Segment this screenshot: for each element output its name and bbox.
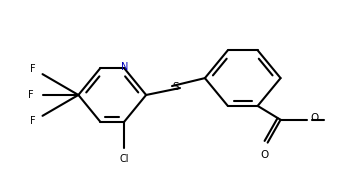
Text: F: F [28,90,33,100]
Text: O: O [310,113,318,123]
Text: N: N [120,62,128,72]
Text: S: S [173,82,179,92]
Text: F: F [30,64,35,74]
Text: F: F [30,116,35,126]
Text: O: O [260,149,269,159]
Text: Cl: Cl [119,154,129,164]
